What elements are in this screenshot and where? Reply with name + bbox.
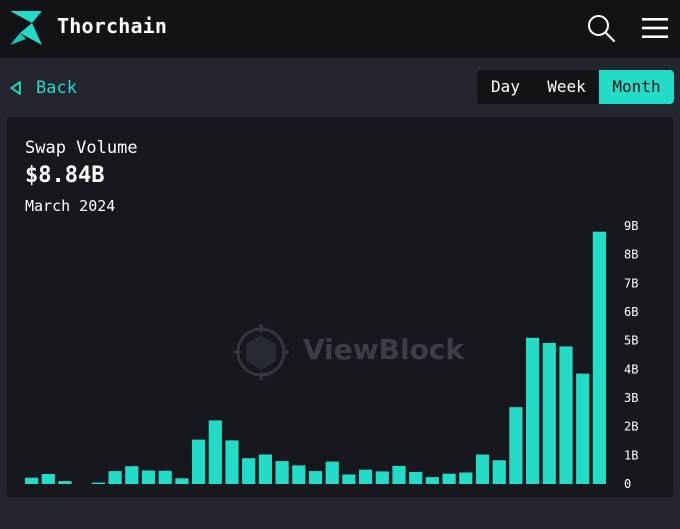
bar-2[interactable] [58, 481, 72, 484]
bar-19[interactable] [342, 474, 356, 485]
bar-28[interactable] [492, 460, 506, 484]
bar-27[interactable] [475, 454, 490, 485]
bar-29[interactable] [509, 407, 523, 484]
bar-0[interactable] [25, 477, 39, 484]
back-arrow-icon [10, 81, 21, 95]
bar-1[interactable] [41, 474, 55, 484]
bar-32[interactable] [559, 346, 573, 484]
bar-25[interactable] [442, 473, 456, 484]
bar-14[interactable] [258, 454, 272, 485]
hamburger-menu-icon[interactable] [641, 16, 669, 40]
bar-20[interactable] [359, 469, 373, 484]
y-tick-label: 3B [624, 391, 638, 405]
search-icon[interactable] [586, 13, 616, 43]
y-tick-label: 0 [624, 477, 631, 491]
y-tick-label: 1B [624, 448, 638, 462]
back-button[interactable]: Back [10, 76, 77, 100]
bar-17[interactable] [308, 471, 323, 484]
bar-4[interactable] [91, 482, 105, 484]
bar-21[interactable] [375, 471, 389, 484]
bar-7[interactable] [141, 470, 156, 485]
y-tick-label: 2B [624, 420, 638, 434]
viewblock-watermark-icon [233, 324, 289, 380]
bar-30[interactable] [526, 337, 540, 484]
y-tick-label: 7B [624, 276, 638, 290]
y-tick-label: 6B [624, 305, 638, 319]
bar-11[interactable] [208, 420, 222, 484]
brand-name[interactable]: Thorchain [57, 14, 168, 38]
bar-18[interactable] [325, 461, 339, 484]
metric-label: Swap Volume [25, 138, 138, 158]
time-range-selector: Day Week Month [477, 70, 674, 104]
bar-9[interactable] [175, 478, 189, 484]
bar-5[interactable] [108, 471, 122, 484]
bar-6[interactable] [125, 466, 139, 484]
back-label: Back [36, 78, 77, 98]
range-month-button[interactable]: Month [599, 70, 674, 104]
thorchain-logo-icon[interactable] [8, 9, 44, 47]
viewblock-watermark-text: ViewBlock [303, 333, 465, 366]
bar-16[interactable] [292, 465, 306, 484]
y-tick-label: 8B [624, 248, 638, 262]
bar-22[interactable] [392, 465, 406, 484]
bar-23[interactable] [409, 472, 423, 484]
y-tick-label: 5B [624, 334, 638, 348]
y-tick-label: 9B [624, 219, 638, 233]
bar-15[interactable] [275, 461, 289, 484]
bar-31[interactable] [542, 343, 556, 484]
range-day-button[interactable]: Day [491, 77, 520, 96]
bar-24[interactable] [425, 477, 439, 484]
bar-34[interactable] [592, 231, 606, 484]
bar-8[interactable] [158, 470, 172, 484]
bar-33[interactable] [576, 373, 590, 484]
range-week-button[interactable]: Week [547, 77, 586, 96]
metric-value: $8.84B [25, 163, 105, 188]
bar-10[interactable] [192, 439, 206, 484]
bar-12[interactable] [225, 440, 239, 484]
bar-13[interactable] [242, 458, 256, 484]
top-bar: Thorchain [0, 0, 680, 58]
bar-26[interactable] [459, 472, 473, 485]
y-tick-label: 4B [624, 362, 638, 376]
metric-period: March 2024 [25, 197, 116, 215]
